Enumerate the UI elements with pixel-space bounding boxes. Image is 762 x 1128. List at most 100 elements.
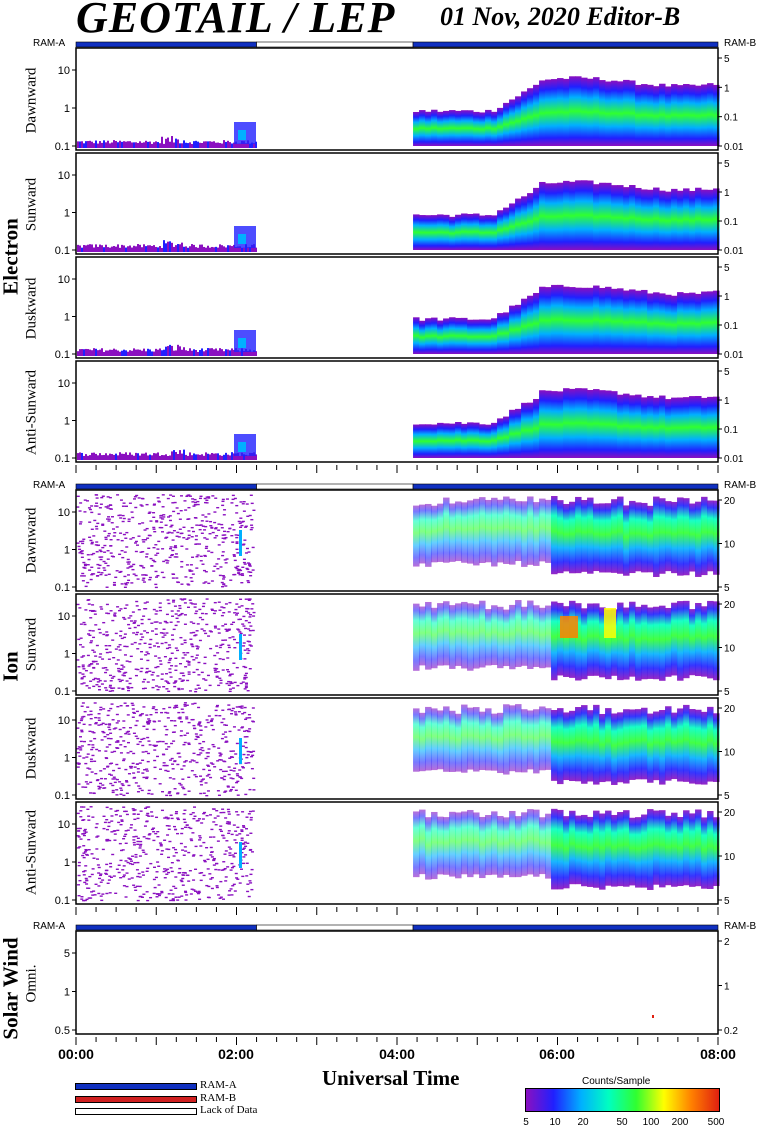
spectrogram-cell [479, 711, 486, 771]
spectrogram-cell [110, 831, 114, 833]
spectrogram-cell [97, 872, 101, 874]
spectrogram-cell [213, 669, 217, 671]
spectrogram-cell [449, 503, 456, 562]
spectrogram-cell [134, 542, 138, 544]
spectrogram-cell [545, 499, 552, 563]
spectrogram-cell [227, 680, 231, 683]
spectrogram-cell [243, 676, 247, 679]
spectrogram-cell [174, 851, 178, 854]
spectrogram-cell [197, 674, 201, 676]
spectrogram-cell [151, 679, 155, 681]
spectrogram-cell [102, 827, 106, 830]
panel-frame [75, 152, 719, 255]
spectrogram-cell [185, 716, 189, 718]
spectrogram-cell [145, 527, 149, 530]
spectrogram-cell [248, 613, 252, 616]
spectrogram-cell [103, 454, 105, 460]
spectrogram-cell [225, 741, 229, 743]
spectrogram-cell [229, 769, 233, 771]
spectrogram-cell [132, 632, 136, 634]
spectrogram-cell [172, 740, 176, 742]
spectrogram-cell [121, 687, 125, 690]
spectrogram-cell [211, 348, 213, 356]
spectrogram-cell [170, 665, 174, 667]
spectrogram-cell [208, 630, 212, 632]
spectrogram-cell [101, 142, 103, 148]
spectrogram-cell [222, 861, 226, 863]
spectrogram-cell [123, 141, 125, 148]
spectrogram-cell [165, 647, 169, 650]
spectrogram-cell [80, 806, 84, 808]
spectrogram-cell [76, 506, 80, 508]
spectrogram-cell [461, 502, 468, 563]
spectrogram-cell [545, 813, 552, 879]
spectrogram-cell [158, 740, 162, 743]
spectrogram-cell [244, 741, 248, 744]
spectrogram-cell [200, 779, 204, 781]
spectrogram-cell [236, 565, 240, 568]
spectrogram-cell [563, 606, 570, 677]
spectrogram-cell [165, 825, 169, 827]
spectrogram-cell [178, 605, 182, 607]
spectrogram-cell [236, 684, 240, 687]
spectrogram-cell [141, 751, 145, 753]
spectrogram-cell [240, 839, 244, 841]
spectrogram-cell [201, 605, 205, 608]
spectrogram-cell [131, 247, 133, 252]
spectrogram-cell [240, 524, 244, 527]
spectrogram-cell [117, 871, 121, 874]
spectrogram-cell [551, 284, 558, 354]
spectrogram-cell [82, 621, 86, 624]
spectrogram-cell [171, 495, 175, 497]
spectrogram-cell [250, 518, 254, 521]
y-tick-label: 5 [724, 159, 730, 170]
spectrogram-cell [701, 606, 708, 677]
spectrogram-cell [226, 821, 230, 823]
spectrogram-cell [178, 871, 182, 874]
spectrogram-cell [136, 737, 140, 740]
spectrogram-cell [515, 198, 522, 250]
spectrogram-cell [88, 508, 92, 511]
spectrogram-cell [485, 215, 492, 250]
spectrogram-cell [105, 142, 107, 148]
spectrogram-cell [90, 771, 94, 773]
spectrogram-cell [116, 646, 120, 648]
spectrogram-cell [186, 679, 190, 682]
spectrogram-cell [200, 872, 204, 874]
spectrogram-cell [122, 674, 126, 677]
spectrogram-cell [623, 187, 630, 250]
spectrogram-cell [115, 713, 119, 716]
spectrogram-cell [671, 295, 678, 354]
spectrogram-cell [192, 724, 196, 727]
spectrogram-cell [97, 724, 101, 726]
spectrogram-cell [175, 350, 177, 356]
spectrogram-cell [152, 546, 156, 549]
spectrogram-cell [122, 875, 126, 878]
spectrogram-cell [224, 880, 228, 882]
spectrogram-cell [211, 728, 215, 731]
spectrogram-cell [201, 244, 203, 252]
spectrogram-cell [149, 245, 151, 252]
spectrogram-cell [165, 346, 167, 356]
spectrogram-cell [249, 625, 253, 627]
spectrogram-cell [154, 744, 158, 747]
spectrogram-cell [139, 349, 141, 356]
spectrogram-cell [111, 246, 113, 252]
spectrogram-cell [161, 494, 165, 496]
spectrogram-cell [133, 829, 137, 831]
spectrogram-cell [249, 645, 253, 647]
spectrogram-cell [225, 247, 227, 252]
spectrogram-cell [247, 649, 251, 652]
spectrogram-cell [224, 628, 228, 631]
y-tick-label: 20 [724, 496, 736, 507]
spectrogram-cell [623, 290, 630, 354]
spectrogram-cell [141, 744, 145, 747]
spectrogram-cell [461, 811, 468, 875]
spectrogram-cell [119, 570, 123, 573]
spectrogram-cell [136, 791, 140, 793]
spectrogram-cell [473, 422, 480, 458]
spectrogram-cell [176, 512, 180, 515]
spectrogram-cell [123, 645, 127, 648]
spectrogram-cell [140, 505, 144, 507]
spectrogram-cell [225, 498, 229, 500]
